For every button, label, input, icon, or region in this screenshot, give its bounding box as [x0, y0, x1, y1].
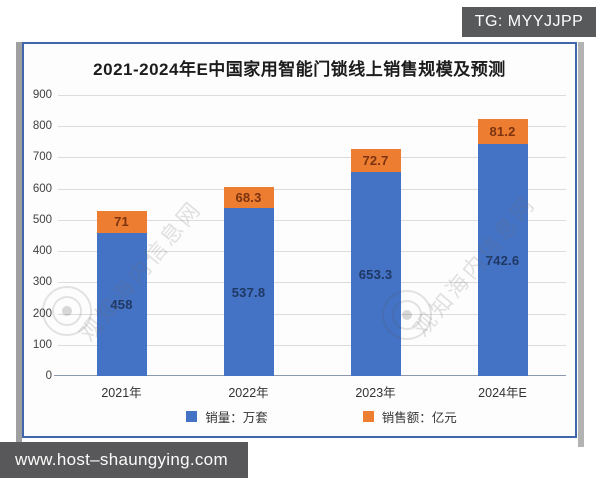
chart-frame: 2021-2024年E中国家用智能门锁线上销售规模及预测 0 100 200 300 4… [22, 42, 577, 438]
bar-segment: 81.2 [477, 118, 528, 145]
y-axis: 0 100 200 300 400 500 600 700 800 900 [24, 89, 52, 382]
tg-watermark-badge: TG: MYYJJPP [462, 7, 596, 37]
bar-segment: 458 [96, 233, 147, 376]
y-tick-label: 900 [32, 89, 52, 101]
grid-line [58, 126, 566, 128]
grid-line [58, 95, 566, 96]
bar: 653.3 72.7 [350, 149, 401, 376]
grid-line [58, 282, 566, 284]
bar-segment: 537.8 [223, 208, 274, 376]
bar-segment: 72.7 [350, 149, 401, 173]
bar-value-label: 653.3 [358, 266, 393, 282]
x-tick-label: 2021年 [101, 386, 142, 400]
y-tick-label: 600 [32, 182, 52, 195]
x-axis-line [54, 375, 566, 376]
site-watermark-badge: www.host–shaungying.com [0, 442, 248, 478]
y-tick-label: 400 [32, 245, 52, 258]
legend-label: 销售额：亿元 [381, 411, 457, 425]
grid-line [58, 313, 566, 315]
bar-segment: 742.6 [477, 144, 528, 376]
bar-value-label: 537.8 [231, 284, 266, 300]
grid-line [58, 188, 566, 190]
plot-area: 458 71 537.8 68.3 653.3 72.7 742.6 81.2 [54, 95, 566, 376]
y-tick-label: 800 [32, 120, 52, 133]
bar: 458 71 [96, 210, 147, 376]
page-edge-left [16, 42, 22, 447]
page-edge-right [578, 42, 584, 447]
bar: 742.6 81.2 [477, 118, 528, 376]
x-tick-label: 2023年 [355, 386, 396, 400]
grid-line [58, 344, 566, 346]
legend-swatch [186, 411, 198, 422]
bar-value-label: 81.2 [489, 123, 516, 139]
legend-swatch [362, 411, 374, 422]
bar: 537.8 68.3 [223, 186, 274, 376]
bar-segment: 68.3 [223, 186, 274, 209]
x-axis: 2021年 2022年 2023年 2024年E [58, 382, 566, 401]
chart-title: 2021-2024年E中国家用智能门锁线上销售规模及预测 [93, 60, 506, 79]
y-tick-label: 300 [32, 276, 52, 289]
bar-value-label: 458 [110, 297, 133, 312]
y-tick-label: 0 [45, 370, 52, 382]
bar-value-label: 742.6 [485, 252, 520, 268]
y-tick-label: 100 [32, 338, 52, 351]
legend-item: 销售额：亿元 [362, 407, 457, 426]
grid-line [58, 157, 566, 159]
grid-line [58, 251, 566, 253]
bar-value-label: 72.7 [362, 153, 389, 169]
legend: 销量：万套 销售额：亿元 [46, 407, 597, 426]
y-tick-label: 700 [32, 151, 52, 164]
bar-value-label: 68.3 [235, 189, 262, 205]
y-tick-label: 200 [32, 307, 52, 320]
x-tick-label: 2024年E [478, 386, 527, 400]
legend-item: 销量：万套 [186, 407, 268, 426]
bar-segment: 71 [96, 210, 147, 234]
bar-value-label: 71 [114, 214, 129, 230]
x-tick-label: 2022年 [228, 386, 269, 400]
legend-label: 销量：万套 [205, 411, 268, 425]
grid-line [58, 219, 566, 221]
bar-segment: 653.3 [350, 172, 401, 376]
y-tick-label: 500 [32, 213, 52, 226]
